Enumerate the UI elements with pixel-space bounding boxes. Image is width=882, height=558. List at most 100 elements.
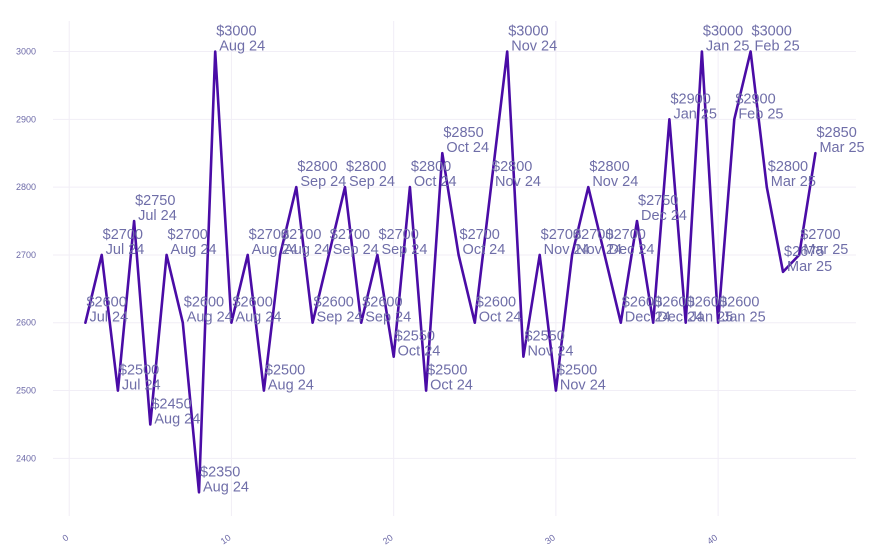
data-label-price: $2600 [232, 295, 272, 311]
data-label-month: Oct 24 [463, 242, 506, 258]
y-tick-label: 3000 [16, 47, 36, 57]
data-label-price: $2800 [411, 159, 451, 175]
data-label-month: Oct 24 [446, 140, 489, 156]
data-label-month: Sep 24 [317, 310, 363, 326]
data-label-price: $2700 [281, 227, 321, 243]
data-label-price: $2700 [573, 227, 613, 243]
x-tick-label: 30 [543, 532, 557, 546]
data-label-month: Oct 24 [414, 174, 457, 190]
data-label-price: $2600 [654, 295, 694, 311]
data-label-month: Jul 24 [106, 242, 145, 258]
data-label-price: $2600 [622, 295, 662, 311]
data-label-price: $2600 [184, 295, 224, 311]
data-label-month: Aug 24 [219, 39, 265, 55]
y-tick-label: 2900 [16, 114, 36, 124]
data-label-month: Aug 24 [154, 411, 200, 427]
data-label-price: $3000 [752, 24, 792, 40]
data-label-price: $2800 [492, 159, 532, 175]
data-label-month: Nov 24 [495, 174, 541, 190]
grid-lines [53, 21, 856, 516]
data-label-price: $2700 [330, 227, 370, 243]
data-label-month: Nov 24 [544, 242, 590, 258]
data-label-month: Jul 24 [89, 310, 128, 326]
data-label-price: $2900 [670, 91, 710, 107]
data-label-price: $2800 [589, 159, 629, 175]
data-label-price: $2600 [362, 295, 402, 311]
data-label-month: Oct 24 [479, 310, 522, 326]
data-label-month: Oct 24 [430, 378, 473, 394]
series-line-group [84, 50, 817, 494]
data-label-price: $2700 [606, 227, 646, 243]
x-tick-label: 20 [381, 532, 395, 546]
data-label-month: Sep 24 [381, 242, 427, 258]
data-label-price: $2700 [249, 227, 289, 243]
data-label-month: Feb 25 [755, 39, 800, 55]
data-label-month: Jan 25 [722, 310, 766, 326]
data-label-month: Dec 24 [625, 310, 671, 326]
y-tick-label: 2800 [16, 182, 36, 192]
data-label-price: $3000 [508, 24, 548, 40]
x-tick-label: 10 [219, 532, 233, 546]
data-label-price: $2800 [346, 159, 386, 175]
data-label-price: $3000 [703, 24, 743, 40]
data-label-price: $3000 [216, 24, 256, 40]
data-label-price: $2550 [395, 329, 435, 345]
data-label-price: $2700 [541, 227, 581, 243]
data-label-month: Jul 24 [138, 208, 177, 224]
data-label-month: Sep 24 [333, 242, 379, 258]
y-tick-label: 2400 [16, 453, 36, 463]
data-label-price: $2850 [443, 125, 483, 141]
data-label-price: $2600 [476, 295, 516, 311]
data-label-price: $2700 [800, 227, 840, 243]
data-label-month: Sep 24 [300, 174, 346, 190]
data-label-price: $2700 [103, 227, 143, 243]
data-label-price: $2600 [314, 295, 354, 311]
data-label-price: $2500 [557, 363, 597, 379]
data-label-month: Dec 24 [657, 310, 703, 326]
data-label-month: Aug 24 [268, 378, 314, 394]
series-line [84, 50, 817, 494]
data-label-month: Oct 24 [398, 344, 441, 360]
y-tick-label: 2500 [16, 386, 36, 396]
data-label-month: Mar 25 [771, 174, 816, 190]
data-label-month: Aug 24 [235, 310, 281, 326]
data-label-month: Sep 24 [349, 174, 395, 190]
data-label-month: Nov 24 [527, 344, 573, 360]
data-label-price: $2550 [524, 329, 564, 345]
data-label-price: $2700 [378, 227, 418, 243]
data-label-month: Sep 24 [365, 310, 411, 326]
data-label-price: $2600 [86, 295, 126, 311]
data-label-price: $2500 [427, 363, 467, 379]
data-label-month: Aug 24 [284, 242, 330, 258]
data-label-price: $2750 [638, 193, 678, 209]
data-label-month: Jan 25 [673, 106, 717, 122]
data-label-month: Jan 25 [706, 39, 750, 55]
data-label-month: Mar 25 [787, 259, 832, 275]
data-label-month: Aug 24 [187, 310, 233, 326]
data-label-month: Jul 24 [122, 378, 161, 394]
data-label-price: $2800 [297, 159, 337, 175]
data-label-month: Dec 24 [609, 242, 655, 258]
data-label-month: Dec 24 [641, 208, 687, 224]
data-label-month: Nov 24 [560, 378, 606, 394]
axis-tick-labels: 2400 2500 2600 2700 2800 2900 3000 0 10 20 30 40 [16, 47, 719, 547]
data-label-month: Aug 24 [252, 242, 298, 258]
data-label-month: Feb 25 [738, 106, 783, 122]
data-label-price: $2750 [135, 193, 175, 209]
data-label-price: $2500 [119, 363, 159, 379]
data-label-price: $2350 [200, 464, 240, 480]
x-tick-label: 0 [61, 532, 71, 543]
data-label-price: $2850 [816, 125, 856, 141]
data-label-month: Mar 25 [803, 242, 848, 258]
y-tick-label: 2600 [16, 318, 36, 328]
data-label-price: $2700 [460, 227, 500, 243]
data-label-price: $2450 [151, 396, 191, 412]
x-tick-label: 40 [705, 532, 719, 546]
data-label-price: $2700 [168, 227, 208, 243]
data-label-price: $2675 [784, 244, 824, 260]
data-label-month: Mar 25 [819, 140, 864, 156]
data-label-month: Jan 25 [690, 310, 734, 326]
data-label-month: Aug 24 [203, 479, 249, 495]
data-label-price: $2600 [687, 295, 727, 311]
